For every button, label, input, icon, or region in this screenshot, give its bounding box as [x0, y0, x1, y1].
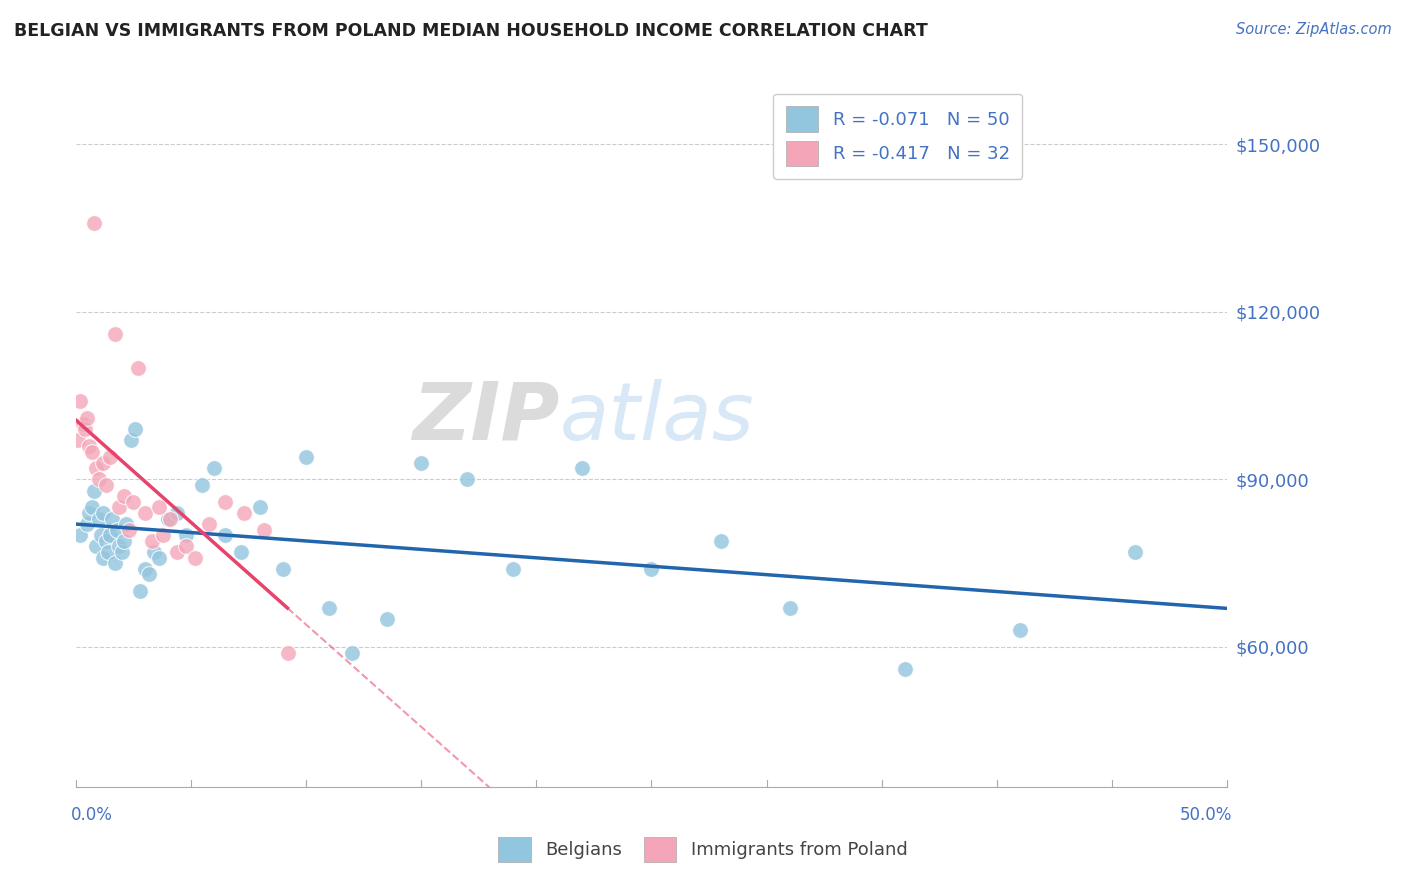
Point [69, 528, 91, 542]
Point [105, 523, 128, 537]
Point [112, 533, 135, 548]
Point [202, 461, 225, 475]
Point [98, 528, 121, 542]
Text: atlas: atlas [560, 379, 754, 457]
Point [174, 540, 197, 554]
Point [249, 500, 271, 515]
Point [101, 511, 124, 525]
Text: Source: ZipAtlas.com: Source: ZipAtlas.com [1236, 22, 1392, 37]
Point [231, 545, 253, 559]
Point [104, 556, 127, 570]
Point [138, 567, 160, 582]
Point [76, 517, 98, 532]
Point [640, 562, 662, 576]
Point [174, 528, 197, 542]
Point [87, 511, 110, 525]
Point [571, 461, 593, 475]
Point [159, 511, 181, 525]
Point [276, 646, 298, 660]
Point [166, 545, 188, 559]
Point [232, 506, 254, 520]
Point [79, 439, 101, 453]
Point [1123, 545, 1146, 559]
Point [141, 533, 163, 548]
Point [152, 528, 174, 542]
Point [253, 523, 276, 537]
Point [86, 540, 108, 554]
Point [115, 517, 138, 532]
Text: 0.0%: 0.0% [70, 806, 112, 824]
Point [779, 600, 801, 615]
Point [98, 450, 121, 464]
Point [80, 500, 103, 515]
Point [108, 540, 131, 554]
Point [66, 434, 89, 448]
Point [295, 450, 318, 464]
Point [129, 584, 152, 599]
Point [91, 456, 114, 470]
Point [83, 216, 105, 230]
Point [79, 506, 101, 520]
Point [375, 612, 398, 626]
Point [87, 473, 110, 487]
Point [709, 533, 731, 548]
Point [214, 495, 236, 509]
Legend: R = -0.071   N = 50, R = -0.417   N = 32: R = -0.071 N = 50, R = -0.417 N = 32 [773, 94, 1022, 179]
Point [191, 478, 214, 492]
Point [134, 562, 156, 576]
Point [1008, 624, 1031, 638]
Point [340, 646, 363, 660]
Point [108, 500, 131, 515]
Point [148, 550, 170, 565]
Point [271, 562, 294, 576]
Point [456, 473, 478, 487]
Point [148, 500, 170, 515]
Point [117, 523, 139, 537]
Point [73, 422, 96, 436]
Text: ZIP: ZIP [412, 379, 560, 457]
Point [76, 411, 98, 425]
Point [91, 506, 114, 520]
Point [409, 456, 432, 470]
Point [198, 517, 221, 532]
Point [502, 562, 524, 576]
Text: 50.0%: 50.0% [1180, 806, 1232, 824]
Point [83, 483, 105, 498]
Point [318, 600, 340, 615]
Point [894, 662, 917, 676]
Point [94, 533, 117, 548]
Point [104, 327, 127, 342]
Point [111, 545, 134, 559]
Point [72, 417, 94, 431]
Point [122, 495, 145, 509]
Legend: Belgians, Immigrants from Poland: Belgians, Immigrants from Poland [491, 830, 915, 870]
Point [69, 394, 91, 409]
Point [124, 422, 146, 436]
Point [156, 511, 179, 525]
Point [90, 528, 112, 542]
Point [166, 506, 188, 520]
Point [91, 550, 114, 565]
Point [97, 545, 120, 559]
Point [127, 360, 149, 375]
Point [120, 434, 142, 448]
Point [112, 489, 135, 503]
Point [94, 478, 117, 492]
Point [80, 444, 103, 458]
Point [184, 550, 207, 565]
Point [142, 545, 165, 559]
Text: BELGIAN VS IMMIGRANTS FROM POLAND MEDIAN HOUSEHOLD INCOME CORRELATION CHART: BELGIAN VS IMMIGRANTS FROM POLAND MEDIAN… [14, 22, 928, 40]
Y-axis label: Median Household Income: Median Household Income [0, 322, 8, 542]
Point [214, 528, 236, 542]
Point [134, 506, 156, 520]
Point [86, 461, 108, 475]
